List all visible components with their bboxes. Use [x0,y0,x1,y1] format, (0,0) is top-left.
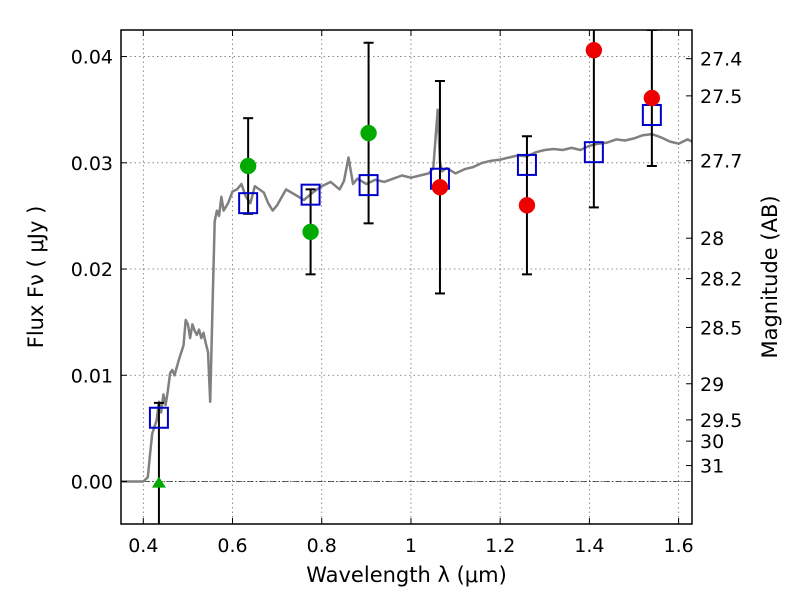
y-tick-label: 0.01 [71,365,113,387]
mag-tick-label: 27.4 [700,49,742,71]
x-tick-label: 1.6 [664,535,694,557]
photometry-point [643,89,661,107]
markers-layer [148,41,662,488]
photometry-point [431,178,449,196]
model-flux-square [300,183,321,206]
y-axis-right-label: Magnitude (AB) [758,195,782,358]
photometry-point [585,41,603,59]
y-tick-label: 0.00 [71,472,113,494]
x-tick-label: 1.2 [485,535,515,557]
x-tick-label: 0.6 [217,535,247,557]
mag-tick-label: 27.7 [700,151,742,173]
mag-tick-label: 28.5 [700,317,742,339]
error-bars-layer [153,30,657,524]
model-flux-square [148,406,169,429]
mag-tick-label: 30 [700,431,724,453]
x-tick-label: 0.8 [307,535,337,557]
mag-tick-label: 31 [700,456,724,478]
mag-tick-label: 29.5 [700,410,742,432]
photometry-point [239,157,257,175]
grid-layer [121,30,692,524]
model-flux-square [358,174,379,197]
mag-tick-label: 28 [700,228,724,250]
sed-template-line [121,108,693,483]
y-tick-label: 0.04 [71,47,113,69]
photometry-point [360,124,377,142]
ticks-layer: 0.4 0.6 0.8 1 1.2 1.4 1.6 0.00 0.01 0.02 0.03 0.04 2… [71,30,742,557]
model-flux-square [583,141,604,164]
sed-template-layer [121,108,693,483]
mag-tick-label: 29 [700,374,724,396]
plot-frame [120,29,693,525]
x-tick-label: 1.4 [574,535,604,557]
mag-tick-label: 28.2 [700,269,742,291]
model-flux-square [516,153,537,176]
y-tick-label: 0.03 [71,153,113,175]
y-axis-label: Flux Fν ( μJy ) [24,206,48,349]
photometry-point [518,197,536,214]
y-tick-label: 0.02 [71,259,113,281]
x-axis-label: Wavelength λ (μm) [306,563,507,587]
photometry-point [302,223,319,241]
model-flux-square [238,192,259,215]
mag-tick-label: 27.5 [700,86,742,108]
upper-limit-triangle [151,476,166,488]
x-tick-label: 0.4 [128,535,158,557]
x-tick-label: 1 [405,535,417,557]
